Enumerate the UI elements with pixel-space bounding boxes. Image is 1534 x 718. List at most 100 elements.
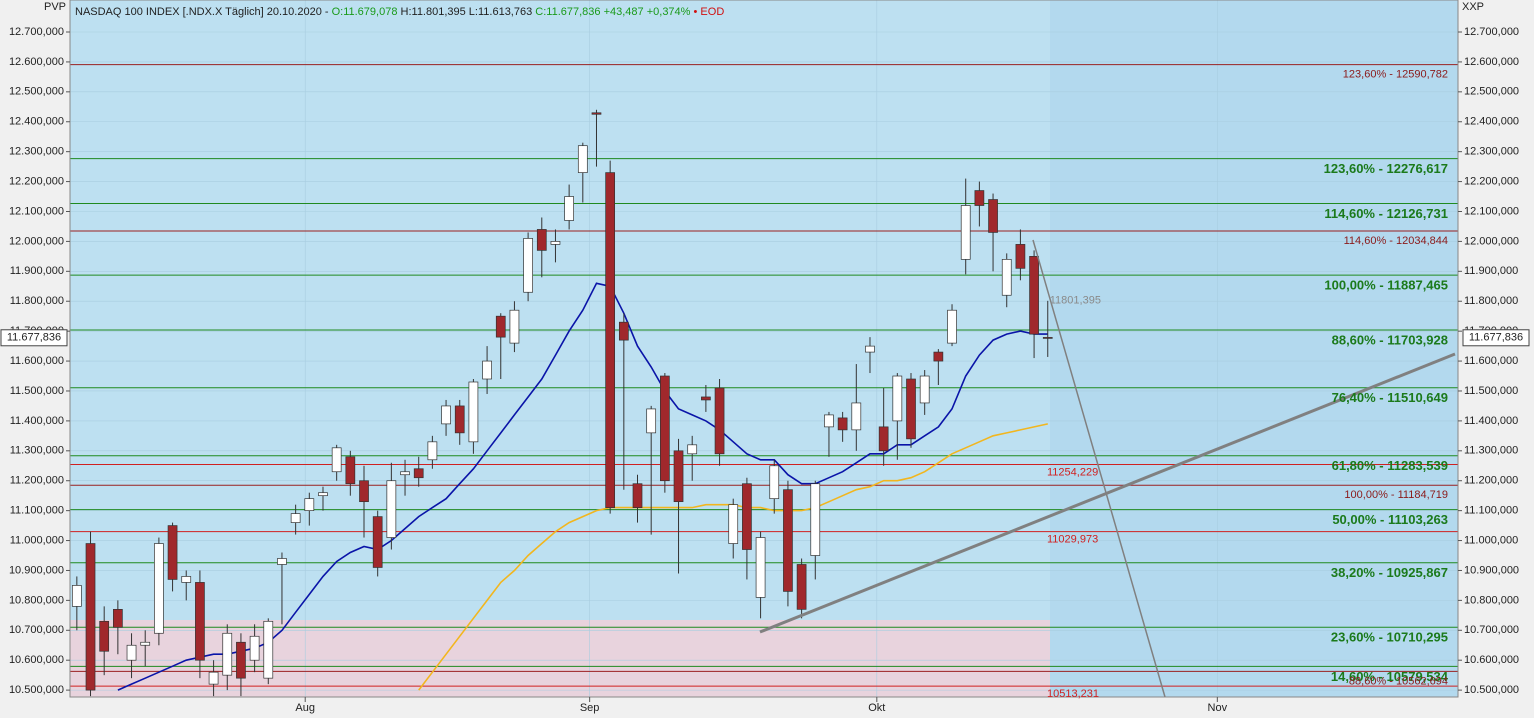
candle-body (919, 375, 930, 404)
candle-body (865, 345, 875, 353)
candle-body (1042, 337, 1053, 339)
candle-body (386, 480, 397, 538)
candle-body (728, 504, 739, 544)
right-scale-label: XXP (1462, 1, 1484, 13)
candle-body (167, 525, 178, 580)
candle-body (509, 309, 520, 344)
candle-body (372, 516, 383, 568)
y-tick-label: 11.200,000 (10, 475, 64, 487)
candle-body (536, 229, 547, 251)
candle-body (591, 112, 602, 115)
y-tick-label: 12.000,000 (9, 235, 64, 247)
candle-body (263, 620, 274, 679)
plot-frame (69, 0, 1459, 698)
y-tick-label: 10.600,000 (1464, 654, 1519, 666)
candle-body (277, 558, 287, 565)
candle-body (113, 609, 123, 628)
y-tick-label: 10.600,000 (9, 654, 64, 666)
y-tick-label: 12.500,000 (9, 86, 64, 98)
y-tick-label: 11.600,000 (1464, 355, 1518, 367)
candle-body (618, 321, 629, 341)
y-tick-label: 12.300,000 (1464, 146, 1519, 158)
candle-body (468, 381, 479, 443)
candle-body (523, 238, 533, 293)
y-tick-label: 11.400,000 (10, 415, 64, 427)
fib-label: 14,60% - 10579,534 (1331, 669, 1449, 684)
fib-label: 88,60% - 11703,928 (1332, 332, 1448, 347)
price-marker-label: 11.677,836 (1469, 332, 1523, 344)
plot (70, 0, 1458, 697)
fib-label: 38,20% - 10925,867 (1331, 565, 1448, 580)
candle-body (441, 405, 451, 425)
future-area (1050, 0, 1458, 697)
level-label: 10513,231 (1047, 688, 1099, 700)
fib-label: 114,60% - 12126,731 (1324, 206, 1448, 221)
candle-body (331, 447, 342, 473)
candle-body (304, 498, 315, 511)
candle-body (427, 441, 438, 461)
y-tick-label: 12.200,000 (1464, 175, 1519, 187)
candle-body (769, 465, 780, 500)
candle-body (345, 456, 356, 485)
candle-body (660, 375, 670, 482)
candle-body (906, 378, 916, 440)
y-tick-label: 10.700,000 (9, 624, 64, 636)
y-tick-label: 10.500,000 (9, 684, 64, 696)
candle-body (550, 241, 561, 245)
candle-body (454, 405, 465, 434)
volume-area (70, 620, 1050, 697)
y-tick-label: 11.100,000 (1464, 505, 1518, 517)
y-tick-label: 12.700,000 (9, 26, 64, 38)
price-marker (1462, 329, 1530, 347)
candle-body (249, 635, 260, 661)
candle-body (714, 387, 725, 455)
y-tick-label: 12.000,000 (1464, 235, 1519, 247)
candle-body (400, 471, 410, 476)
candle-body (195, 582, 205, 661)
candle-body (892, 375, 903, 422)
fib-label: 114,60% - 12034,844 (1344, 235, 1448, 247)
candle-body (181, 576, 192, 583)
candle-body (222, 632, 233, 676)
candle-body (413, 468, 424, 479)
high-annotation: 11801,395 (1050, 295, 1101, 307)
candle-body (208, 671, 219, 685)
x-tick-label: Okt (868, 702, 885, 714)
candle-body (796, 564, 807, 610)
header-source: • EOD (694, 6, 725, 18)
y-tick-label: 11.800,000 (10, 295, 64, 307)
y-tick-label: 12.100,000 (9, 205, 64, 217)
candle-body (1029, 256, 1039, 335)
y-tick-label: 10.800,000 (9, 594, 64, 606)
price-marker-label: 11.677,836 (7, 332, 61, 344)
candle-body (837, 417, 848, 431)
y-tick-label: 11.100,000 (10, 505, 64, 517)
candle-body (564, 196, 574, 221)
candle-body (851, 402, 862, 431)
candle-body (933, 351, 944, 362)
y-tick-label: 12.600,000 (1464, 56, 1519, 68)
candle-body (154, 543, 164, 634)
candle-body (673, 450, 684, 503)
y-tick-label: 11.000,000 (1464, 534, 1518, 546)
x-tick-label: Nov (1208, 702, 1228, 714)
header: NASDAQ 100 INDEX [.NDX.X Täglich] 20.10.… (75, 6, 724, 18)
x-tick-label: Aug (295, 702, 315, 714)
y-tick-label: 11.900,000 (1464, 265, 1518, 277)
candle-body (755, 537, 766, 598)
header-high-low: H:11.801,395 L:11.613,763 (401, 6, 533, 18)
y-tick-label: 11.000,000 (10, 534, 64, 546)
left-scale-label: PVP (44, 1, 66, 13)
y-tick-label: 10.700,000 (1464, 624, 1519, 636)
trend-line (1032, 239, 1166, 698)
level-label: 11254,229 (1047, 466, 1098, 478)
fib-label: 61,80% - 11283,539 (1332, 458, 1448, 473)
y-tick-label: 11.500,000 (10, 385, 64, 397)
candle-body (742, 483, 752, 550)
y-tick-label: 11.300,000 (10, 445, 64, 457)
fib-label: 88,60% - 10562,694 (1349, 675, 1448, 687)
y-tick-label: 12.100,000 (1464, 205, 1519, 217)
candle-body (236, 641, 246, 679)
y-tick-label: 12.700,000 (1464, 26, 1519, 38)
